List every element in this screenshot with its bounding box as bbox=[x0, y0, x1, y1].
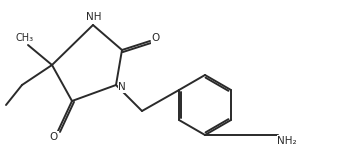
Text: NH: NH bbox=[86, 12, 102, 22]
Text: O: O bbox=[152, 33, 160, 43]
Text: CH₃: CH₃ bbox=[16, 33, 34, 43]
Text: N: N bbox=[118, 82, 126, 92]
Text: O: O bbox=[50, 132, 58, 142]
Text: NH₂: NH₂ bbox=[277, 136, 297, 146]
